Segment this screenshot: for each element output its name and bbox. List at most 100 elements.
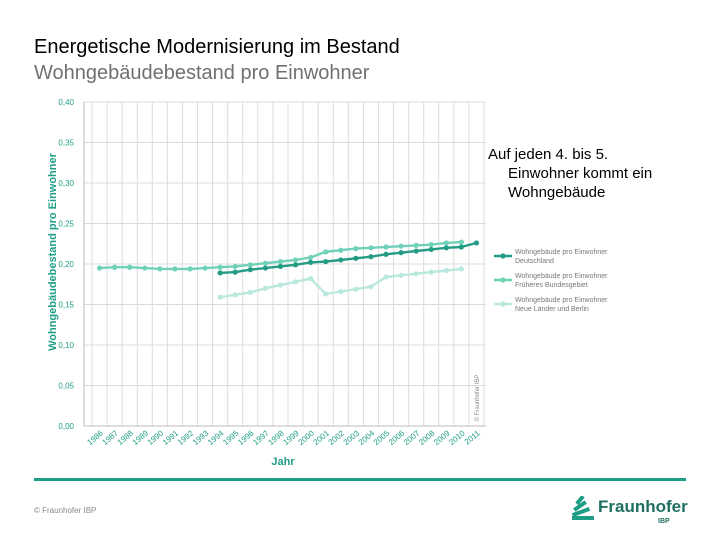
footer-copyright: © Fraunhofer IBP	[34, 506, 97, 515]
y-tick-label: 0,05	[58, 382, 74, 391]
data-point	[368, 245, 374, 251]
slide-subtitle: Wohngebäudebestand pro Einwohner	[34, 62, 370, 84]
data-point	[473, 240, 480, 246]
data-point	[353, 286, 359, 292]
data-point	[413, 242, 419, 248]
legend-label-line: Wohngebäude pro Einwohner	[515, 297, 608, 304]
y-tick-label: 0,00	[58, 422, 74, 431]
data-point	[338, 257, 344, 263]
data-point	[368, 284, 374, 290]
y-axis-label: Wohngebäudebestand pro Einwohner	[47, 152, 59, 351]
data-point	[262, 285, 268, 291]
data-point	[247, 262, 253, 268]
data-point	[292, 262, 299, 268]
data-point	[172, 266, 178, 272]
data-point	[323, 258, 329, 265]
data-point	[308, 275, 314, 282]
data-point	[292, 279, 299, 285]
annotation-line-2: Einwohner kommt ein	[508, 165, 653, 182]
data-point	[127, 264, 133, 270]
x-tick-label: 2011	[463, 428, 482, 446]
data-point	[96, 265, 103, 271]
data-point	[323, 291, 329, 297]
annotation-line-1: Auf jeden 4. bis 5.	[488, 146, 609, 163]
slide-title: Energetische Modernisierung im Bestand	[34, 36, 400, 58]
data-point	[398, 272, 404, 278]
data-point	[142, 265, 148, 271]
data-point	[232, 292, 238, 298]
data-point	[232, 269, 238, 275]
data-point	[187, 266, 193, 272]
chart-legend: Wohngebäude pro Einwohner Deutschland Wohn…	[494, 249, 608, 313]
annotation-text: Auf jeden 4. bis 5. Einwohner kommt ein …	[488, 145, 698, 202]
data-point	[458, 239, 464, 245]
data-point	[202, 265, 208, 271]
chart-watermark: © Fraunhofer IBP	[474, 375, 481, 422]
data-point	[217, 294, 223, 300]
data-point	[443, 245, 449, 251]
data-point	[217, 270, 223, 276]
data-point	[368, 254, 374, 260]
legend-label-line: Wohngebäude pro Einwohner	[515, 249, 608, 256]
data-point	[458, 244, 464, 250]
y-tick-label: 0,15	[58, 301, 74, 310]
logo-subtitle: IBP	[658, 518, 670, 525]
y-tick-label: 0,40	[58, 98, 74, 107]
data-point	[247, 267, 253, 273]
legend-label-line: Wohngebäude pro Einwohner	[515, 273, 608, 280]
data-point	[277, 263, 284, 270]
data-point	[428, 241, 434, 248]
y-tick-label: 0,20	[58, 260, 74, 269]
y-tick-label: 0,25	[58, 220, 74, 229]
legend-label: Wohngebäude pro Einwohner Neue Länder und…	[515, 297, 608, 313]
logo-wordmark: Fraunhofer	[598, 497, 688, 516]
fraunhofer-logo: Fraunhofer IBP	[570, 494, 690, 530]
data-point	[157, 266, 163, 272]
legend-label-line: Deutschland	[515, 258, 554, 265]
data-point	[232, 263, 238, 270]
y-tick-label: 0,10	[58, 341, 74, 350]
data-point	[398, 250, 404, 256]
data-point	[338, 247, 344, 253]
data-point	[262, 265, 268, 271]
y-tick-label: 0,30	[58, 179, 74, 188]
data-point	[413, 271, 419, 277]
legend-swatch-marker	[500, 253, 506, 259]
legend-label-line: Früheres Bundesgebiet	[515, 282, 588, 289]
chart-grid	[84, 101, 486, 427]
legend-swatch-marker	[500, 277, 506, 283]
data-point	[277, 258, 284, 265]
data-point	[353, 255, 359, 261]
legend-label-line: Neue Länder und Berlin	[515, 306, 589, 313]
data-point	[338, 288, 344, 295]
data-point	[398, 243, 404, 249]
data-point	[353, 246, 359, 252]
data-point	[428, 269, 434, 275]
data-point	[112, 264, 118, 270]
data-point	[247, 289, 253, 295]
data-point	[413, 248, 419, 254]
fraunhofer-logo-icon	[571, 496, 594, 520]
data-point	[383, 244, 389, 250]
y-tick-label: 0,35	[58, 139, 74, 148]
data-point	[428, 246, 434, 253]
data-point	[292, 257, 299, 263]
data-point	[383, 274, 389, 280]
data-point	[217, 264, 223, 270]
data-point	[308, 254, 314, 261]
footer-divider	[34, 478, 686, 481]
legend-label: Wohngebäude pro Einwohner Früheres Bundes…	[515, 273, 608, 289]
data-point	[262, 260, 268, 266]
data-point	[443, 267, 449, 274]
chart-series	[96, 239, 480, 300]
data-point	[308, 259, 314, 265]
data-point	[323, 249, 329, 255]
x-axis-label: Jahr	[271, 456, 295, 468]
data-point	[277, 282, 284, 288]
data-point	[383, 251, 389, 257]
data-point	[458, 266, 464, 272]
legend-swatch-marker	[500, 301, 506, 307]
annotation-line-3: Wohngebäude	[508, 184, 606, 201]
data-point	[443, 240, 449, 246]
